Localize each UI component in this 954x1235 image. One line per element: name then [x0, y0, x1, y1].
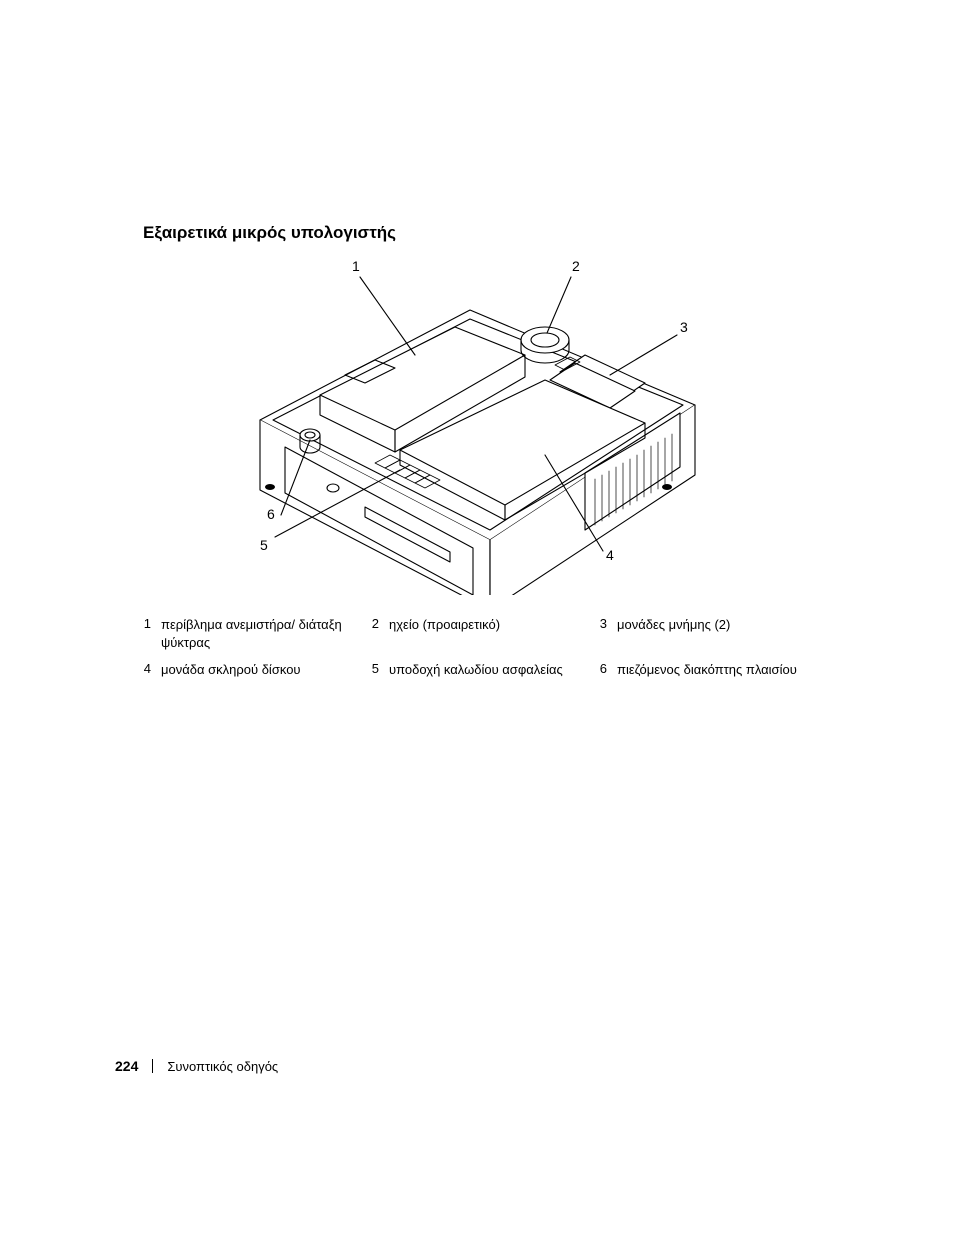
- legend-text: πιεζόμενος διακόπτης πλαισίου: [617, 661, 797, 679]
- footer-doc-title: Συνοπτικός οδηγός: [167, 1059, 278, 1074]
- legend-num: 2: [371, 616, 389, 651]
- footer-separator: [152, 1059, 153, 1073]
- legend-text: μονάδα σκληρού δίσκου: [161, 661, 301, 679]
- legend-num: 3: [599, 616, 617, 651]
- callout-4: 4: [606, 547, 614, 563]
- callout-1: 1: [352, 258, 360, 274]
- callout-5: 5: [260, 537, 268, 553]
- page-number: 224: [115, 1058, 138, 1074]
- callout-2: 2: [572, 258, 580, 274]
- legend-num: 4: [143, 661, 161, 679]
- diagram-legend: 1 περίβλημα ανεμιστήρα/ διάταξη ψύκτρας …: [143, 616, 823, 689]
- legend-text: μονάδες μνήμης (2): [617, 616, 730, 651]
- page-footer: 224 Συνοπτικός οδηγός: [115, 1058, 278, 1074]
- legend-num: 1: [143, 616, 161, 651]
- legend-num: 6: [599, 661, 617, 679]
- legend-text: υποδοχή καλωδίου ασφαλείας: [389, 661, 563, 679]
- legend-text: ηχείο (προαιρετικό): [389, 616, 500, 651]
- section-heading: Εξαιρετικά μικρός υπολογιστής: [143, 223, 396, 243]
- legend-text: περίβλημα ανεμιστήρα/ διάταξη ψύκτρας: [161, 616, 371, 651]
- legend-row: 1 περίβλημα ανεμιστήρα/ διάταξη ψύκτρας …: [143, 616, 823, 651]
- legend-num: 5: [371, 661, 389, 679]
- legend-row: 4 μονάδα σκληρού δίσκου 5 υποδοχή καλωδί…: [143, 661, 823, 679]
- computer-diagram: [225, 255, 715, 595]
- callout-3: 3: [680, 319, 688, 335]
- callout-6: 6: [267, 506, 275, 522]
